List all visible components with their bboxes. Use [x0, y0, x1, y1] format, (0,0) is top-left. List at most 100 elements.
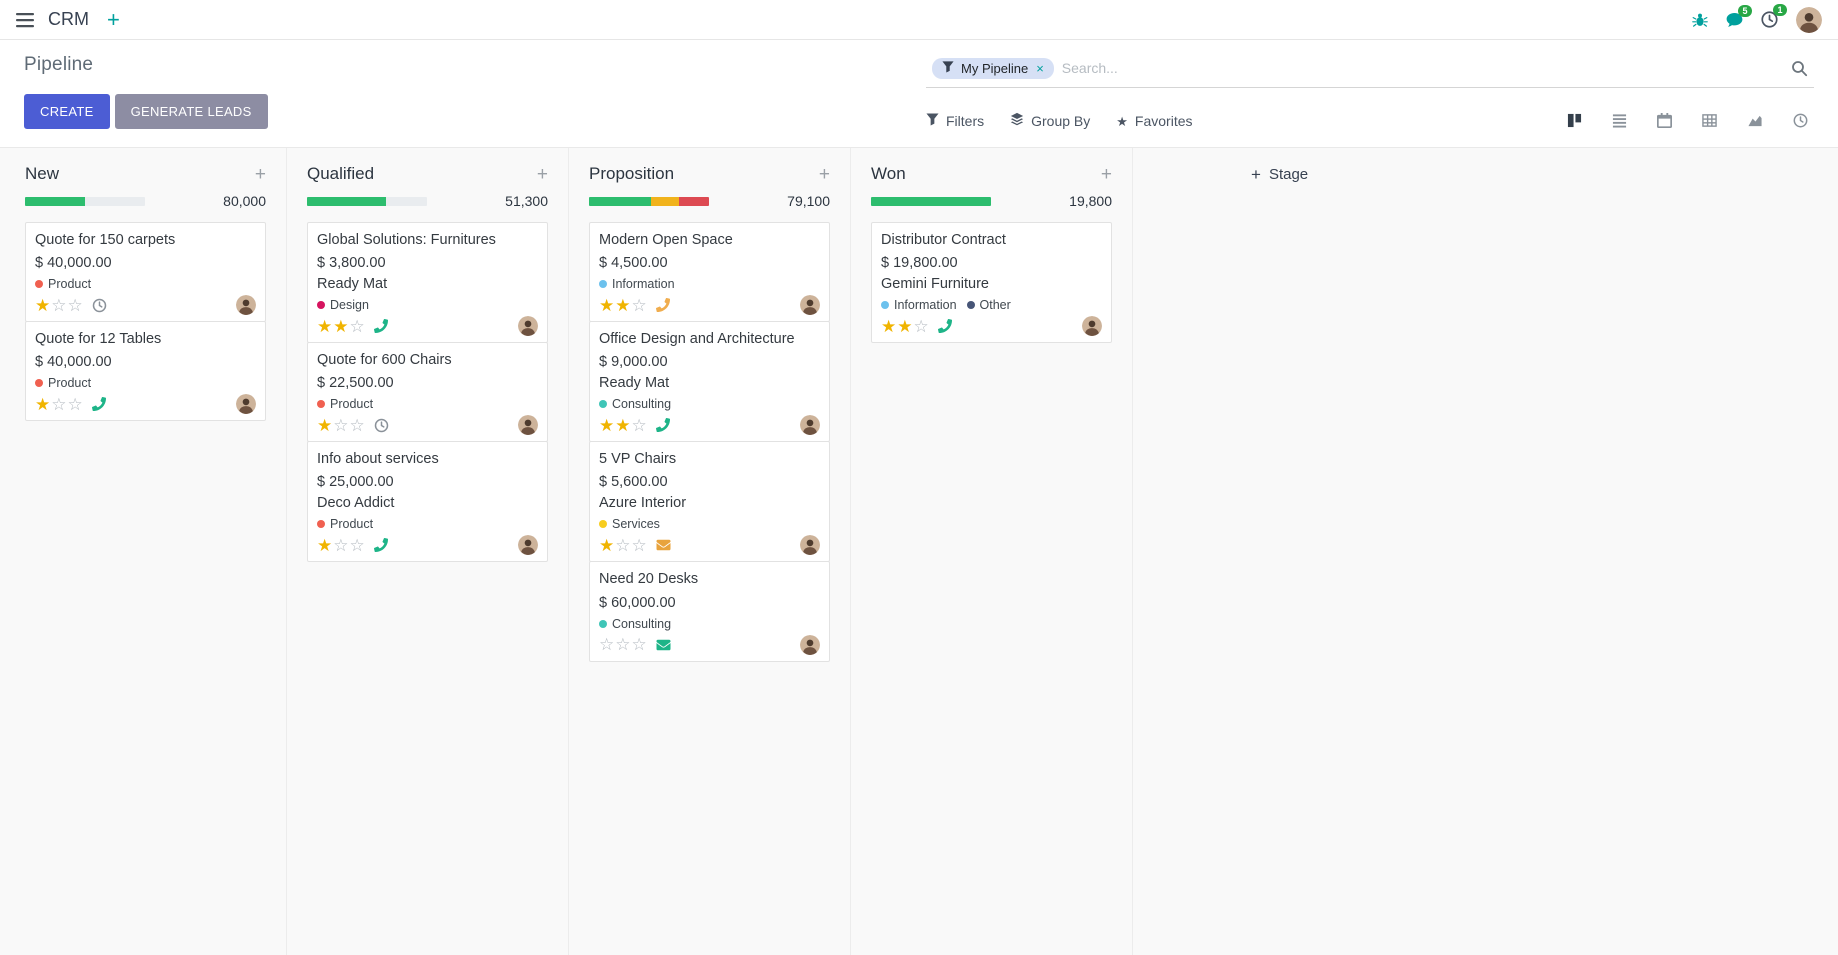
- priority-star[interactable]: ☆: [333, 535, 349, 555]
- activities-icon[interactable]: 1: [1761, 4, 1787, 28]
- view-kanban-icon[interactable]: [1567, 113, 1582, 128]
- column-title[interactable]: Proposition: [589, 164, 675, 183]
- create-button[interactable]: CREATE: [24, 94, 110, 129]
- priority-star[interactable]: ★: [317, 316, 333, 336]
- view-activity-icon[interactable]: [1793, 113, 1808, 128]
- kanban-card[interactable]: Need 20 Desks $ 60,000.00 Consulting ☆ ☆ ☆: [589, 561, 830, 662]
- salesperson-avatar[interactable]: [1082, 316, 1102, 337]
- view-pivot-icon[interactable]: [1702, 113, 1717, 128]
- kanban-card[interactable]: Modern Open Space $ 4,500.00 Information…: [589, 222, 830, 323]
- column-progressbar[interactable]: [25, 196, 145, 206]
- progress-segment[interactable]: [678, 196, 709, 206]
- salesperson-avatar[interactable]: [518, 535, 538, 556]
- column-title[interactable]: Won: [871, 164, 906, 183]
- priority-star[interactable]: ☆: [333, 415, 349, 435]
- priority-star[interactable]: ★: [333, 316, 349, 336]
- priority-star[interactable]: ☆: [615, 535, 631, 555]
- messages-icon[interactable]: 5: [1726, 4, 1752, 28]
- priority-star[interactable]: ☆: [631, 535, 647, 555]
- priority-star[interactable]: ★: [35, 295, 51, 315]
- priority-star[interactable]: ★: [599, 415, 615, 435]
- kanban-card[interactable]: Quote for 600 Chairs $ 22,500.00 Product…: [307, 342, 548, 443]
- column-quick-create-button[interactable]: +: [536, 163, 548, 185]
- priority-star[interactable]: ☆: [913, 316, 929, 336]
- priority-star[interactable]: ☆: [67, 295, 83, 315]
- group-by-menu[interactable]: Group By: [1010, 112, 1090, 129]
- phone-activity-icon[interactable]: [655, 298, 670, 313]
- priority-star[interactable]: ☆: [67, 394, 83, 414]
- priority-star[interactable]: ★: [897, 316, 913, 336]
- column-quick-create-button[interactable]: +: [254, 163, 266, 185]
- kanban-card[interactable]: 5 VP Chairs $ 5,600.00 Azure Interior Se…: [589, 441, 830, 563]
- priority-star[interactable]: ★: [615, 295, 631, 315]
- priority-star[interactable]: ☆: [349, 316, 365, 336]
- quick-add-icon[interactable]: +: [107, 6, 120, 32]
- column-title[interactable]: New: [25, 164, 60, 183]
- column-title[interactable]: Qualified: [307, 164, 375, 183]
- priority-star[interactable]: ★: [615, 415, 631, 435]
- generate-leads-button[interactable]: GENERATE LEADS: [114, 94, 268, 129]
- progress-segment[interactable]: [871, 196, 991, 206]
- priority-star[interactable]: ☆: [51, 295, 67, 315]
- envelope-activity-icon[interactable]: [656, 538, 671, 552]
- kanban-card[interactable]: Quote for 12 Tables $ 40,000.00 Product …: [25, 321, 266, 422]
- kanban-card[interactable]: Office Design and Architecture $ 9,000.0…: [589, 321, 830, 443]
- column-quick-create-button[interactable]: +: [1100, 163, 1112, 185]
- favorites-menu[interactable]: ★ Favorites: [1116, 112, 1192, 129]
- priority-star[interactable]: ☆: [349, 415, 365, 435]
- view-list-icon[interactable]: [1612, 113, 1627, 128]
- progress-segment[interactable]: [25, 196, 85, 206]
- priority-star[interactable]: ★: [599, 295, 615, 315]
- salesperson-avatar[interactable]: [800, 415, 820, 436]
- clock-activity-icon[interactable]: [374, 418, 389, 433]
- search-icon[interactable]: [1791, 60, 1810, 77]
- priority-star[interactable]: ★: [317, 535, 333, 555]
- salesperson-avatar[interactable]: [236, 295, 256, 316]
- progress-segment[interactable]: [651, 196, 679, 206]
- priority-star[interactable]: ☆: [599, 635, 615, 654]
- phone-activity-icon[interactable]: [655, 418, 670, 433]
- view-graph-icon[interactable]: [1747, 113, 1763, 128]
- salesperson-avatar[interactable]: [236, 394, 256, 415]
- clock-activity-icon[interactable]: [92, 298, 107, 313]
- phone-activity-icon[interactable]: [937, 319, 952, 334]
- priority-star[interactable]: ★: [317, 415, 333, 435]
- apps-menu-icon[interactable]: [16, 12, 34, 28]
- priority-star[interactable]: ☆: [631, 635, 647, 654]
- app-name[interactable]: CRM: [48, 9, 89, 29]
- facet-remove-icon[interactable]: ×: [1036, 60, 1044, 76]
- priority-star[interactable]: ☆: [615, 635, 631, 654]
- kanban-card[interactable]: Global Solutions: Furnitures $ 3,800.00 …: [307, 222, 548, 344]
- view-calendar-icon[interactable]: [1657, 113, 1672, 128]
- priority-star[interactable]: ☆: [631, 415, 647, 435]
- search-bar[interactable]: My Pipeline ×: [926, 54, 1814, 88]
- salesperson-avatar[interactable]: [800, 634, 820, 655]
- debug-bug-icon[interactable]: [1692, 12, 1708, 28]
- progress-segment[interactable]: [589, 196, 652, 206]
- salesperson-avatar[interactable]: [518, 415, 538, 436]
- phone-activity-icon[interactable]: [373, 319, 388, 334]
- search-facet[interactable]: My Pipeline ×: [932, 57, 1054, 79]
- column-quick-create-button[interactable]: +: [818, 163, 830, 185]
- salesperson-avatar[interactable]: [800, 535, 820, 556]
- search-input[interactable]: [1053, 56, 1791, 80]
- column-progressbar[interactable]: [871, 196, 991, 206]
- kanban-card[interactable]: Info about services $ 25,000.00 Deco Add…: [307, 441, 548, 563]
- phone-activity-icon[interactable]: [91, 397, 106, 412]
- priority-star[interactable]: ★: [881, 316, 897, 336]
- user-avatar[interactable]: [1796, 6, 1822, 33]
- priority-star[interactable]: ☆: [349, 535, 365, 555]
- salesperson-avatar[interactable]: [518, 316, 538, 337]
- progress-segment[interactable]: [307, 196, 387, 206]
- envelope-activity-icon[interactable]: [656, 638, 671, 652]
- kanban-card[interactable]: Distributor Contract $ 19,800.00 Gemini …: [871, 222, 1112, 344]
- salesperson-avatar[interactable]: [800, 295, 820, 316]
- add-stage-button[interactable]: + Stage: [1251, 166, 1308, 183]
- priority-star[interactable]: ☆: [51, 394, 67, 414]
- column-progressbar[interactable]: [589, 196, 709, 206]
- priority-star[interactable]: ★: [599, 535, 615, 555]
- kanban-card[interactable]: Quote for 150 carpets $ 40,000.00 Produc…: [25, 222, 266, 323]
- column-progressbar[interactable]: [307, 196, 427, 206]
- filters-menu[interactable]: Filters: [926, 112, 984, 129]
- priority-star[interactable]: ☆: [631, 295, 647, 315]
